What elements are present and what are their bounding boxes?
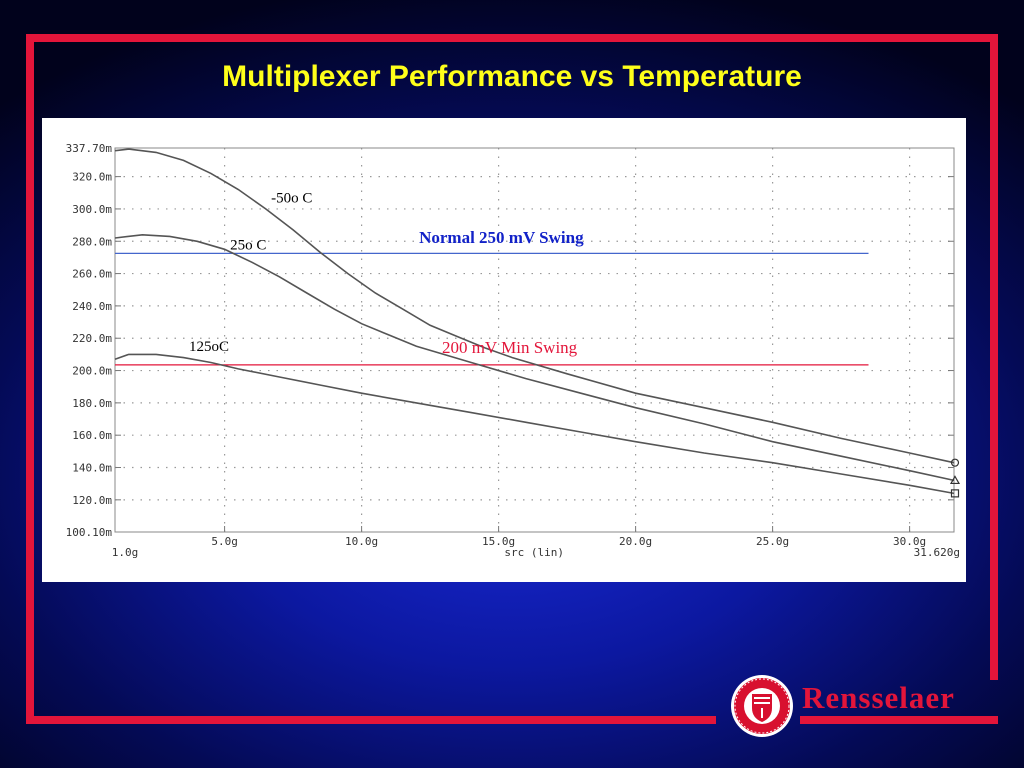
y-tick-label: 337.70m xyxy=(66,142,113,155)
annotation-label: Normal 250 mV Swing xyxy=(419,228,584,247)
x-tick-label: 10.0g xyxy=(345,535,378,548)
plot-panel: 337.70m 320.0m 300.0m 280.0m 260.0m 240.0m 220… xyxy=(42,118,966,582)
frame-top-border xyxy=(26,34,998,42)
brand-wordmark: Rensselaer xyxy=(802,680,955,715)
y-tick-label: 300.0m xyxy=(72,203,112,216)
series-line xyxy=(114,148,955,464)
annotation-label: 125oC xyxy=(189,339,229,355)
x-tick-label: 15.0g xyxy=(482,535,515,548)
series-end-marker xyxy=(950,489,960,498)
x-tick-label: 25.0g xyxy=(756,535,789,548)
frame-right-border xyxy=(990,34,998,680)
y-tick-label: 120.0m xyxy=(72,494,112,507)
series-end-markers xyxy=(949,458,961,498)
line-chart: 337.70m 320.0m 300.0m 280.0m 260.0m 240.0m 220… xyxy=(66,142,961,559)
series-line xyxy=(114,233,955,482)
y-tick-label: 160.0m xyxy=(72,429,112,442)
y-tick-label: 220.0m xyxy=(72,332,112,345)
plot-area-border xyxy=(114,147,955,533)
tick-labels: 337.70m 320.0m 300.0m 280.0m 260.0m 240.0m 220… xyxy=(66,142,960,559)
frame-bottom-border xyxy=(26,716,716,724)
series-lines xyxy=(114,148,955,495)
y-tick-label: 140.0m xyxy=(72,462,112,475)
y-tick-label: 180.0m xyxy=(72,397,112,410)
x-tick-label: 5.0g xyxy=(211,535,238,548)
y-tick-label: 240.0m xyxy=(72,300,112,313)
rensselaer-seal-logo xyxy=(731,675,793,737)
x-tick-label: 1.0g xyxy=(112,546,139,559)
y-tick-label: 260.0m xyxy=(72,268,112,281)
frame-left-border xyxy=(26,34,34,724)
x-tick-label: 31.620g xyxy=(914,546,960,559)
annotation-label: -50o C xyxy=(271,190,312,206)
annotation-label: 200 mV Min Swing xyxy=(442,338,578,357)
series-end-marker xyxy=(949,475,961,485)
x-tick-label: 20.0g xyxy=(619,535,652,548)
annotation-label: 25o C xyxy=(230,237,266,253)
y-tick-label: 280.0m xyxy=(72,235,112,248)
x-axis-label: src (lin) xyxy=(504,546,564,559)
y-tick-label: 200.0m xyxy=(72,365,112,378)
y-tick-label: 320.0m xyxy=(72,171,112,184)
series-line xyxy=(114,353,955,495)
y-tick-label: 100.10m xyxy=(66,526,113,539)
reference-lines xyxy=(115,252,869,366)
slide-title: Multiplexer Performance vs Temperature xyxy=(222,60,802,93)
series-end-marker xyxy=(950,458,960,467)
x-tick-label: 30.0g xyxy=(893,535,926,548)
annotations: -50o C 25o C 125oC Normal 250 mV Swing 200 m… xyxy=(189,190,584,356)
brand-underline xyxy=(802,718,988,721)
